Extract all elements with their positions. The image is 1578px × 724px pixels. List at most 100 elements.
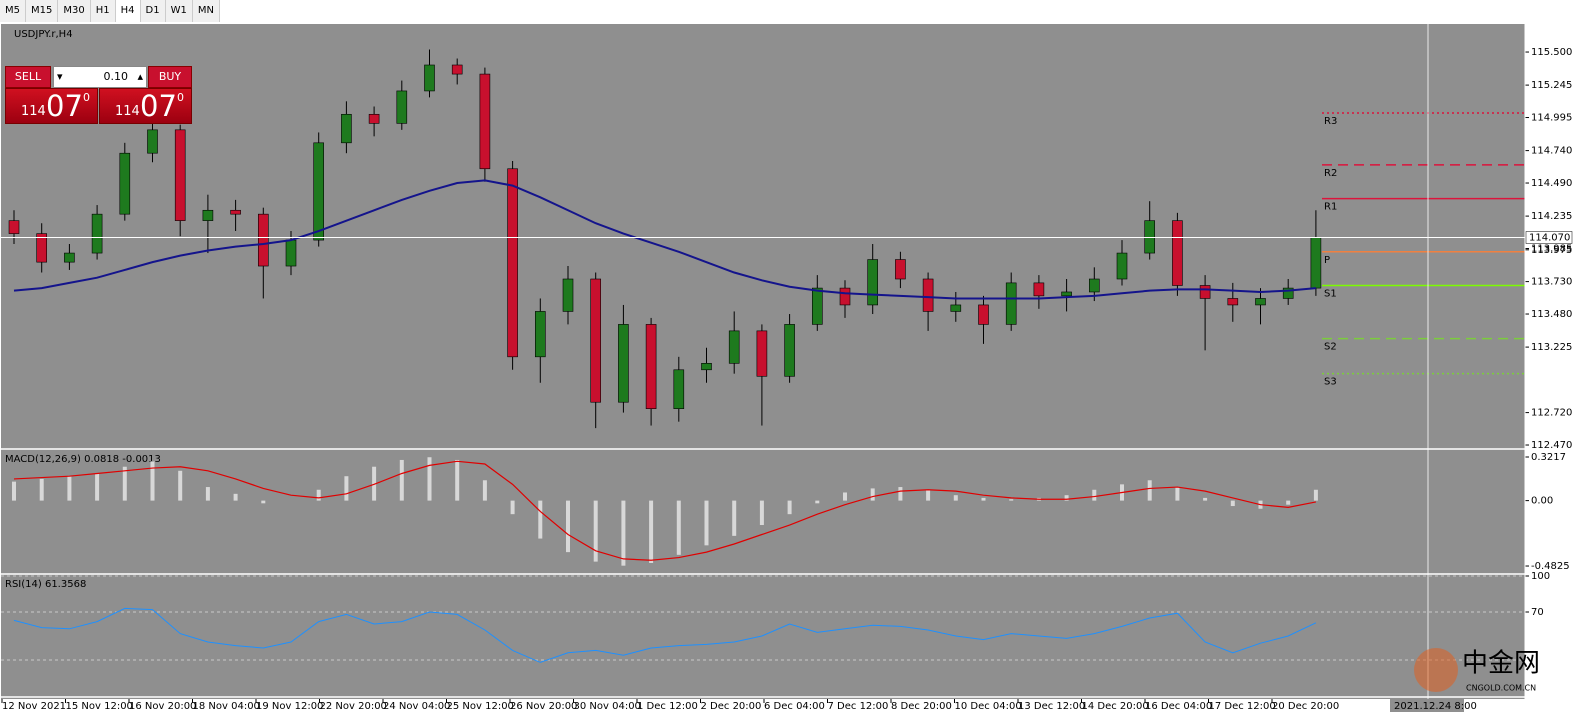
pivot-label: R1 (1324, 202, 1337, 213)
crosshair-label: 2021.12.24 8:00 (1394, 701, 1477, 712)
panel-title: MACD(12,26,9) 0.0818 -0.0013 (5, 454, 161, 465)
panel-title: USDJPY.r,H4 (14, 29, 73, 40)
candle-body (174, 129, 186, 221)
y-tick-label: 114.235 (1531, 211, 1572, 222)
candle-body (645, 324, 657, 410)
timeframe-button[interactable]: M15 (26, 0, 59, 22)
x-tick-label: 7 Dec 12:00 (828, 701, 889, 712)
timeframe-button[interactable]: MN (193, 0, 220, 22)
candle-body (285, 239, 297, 267)
timeframe-button[interactable]: D1 (141, 0, 166, 22)
price-pips: 07 (140, 89, 177, 123)
macd-bar (981, 497, 986, 501)
macd-bar (566, 500, 570, 553)
y-tick-label: 113.985 (1531, 244, 1572, 255)
candle-body (507, 168, 518, 358)
x-tick-label: 16 Nov 20:00 (129, 701, 196, 712)
timeframe-toolbar: M5 M15 M30 H1 H4 D1 W1 MN (0, 0, 220, 23)
candle-body (202, 209, 214, 221)
macd-bar (455, 459, 460, 501)
macd-bar (233, 493, 238, 501)
timeframe-button[interactable]: M30 (58, 0, 91, 22)
watermark-name: 中金网 (1462, 649, 1540, 679)
macd-bar (1286, 500, 1291, 505)
macd-bar (621, 500, 626, 566)
candle-body (784, 324, 795, 377)
candle-body (867, 259, 879, 306)
candle-body (1005, 282, 1017, 325)
candle-body (811, 287, 823, 325)
macd-bar (1203, 497, 1208, 501)
candle-body (1227, 298, 1239, 306)
macd-bar (178, 470, 183, 501)
lot-input[interactable]: ▾ 0.10 ▴ (53, 66, 147, 88)
candle-body (1144, 220, 1155, 254)
macd-bar (316, 489, 321, 501)
candle-body (1255, 298, 1266, 306)
y-tick-label: 0.00 (1531, 496, 1553, 507)
macd-bar (427, 457, 432, 501)
sell-price[interactable]: 114 07 0 (5, 88, 98, 124)
macd-bar (1092, 489, 1097, 501)
candle-body (701, 363, 712, 371)
rsi-line (13, 607, 1317, 663)
y-tick-label: 0.3217 (1531, 452, 1566, 463)
y-tick-label: 114.995 (1531, 113, 1572, 124)
candle-body (673, 369, 685, 410)
macd-bar (261, 500, 266, 504)
candle-body (1310, 237, 1322, 289)
macd-bar (67, 476, 72, 501)
sell-button[interactable]: SELL (5, 66, 51, 88)
candle-body (64, 252, 75, 263)
y-tick-label: 114.490 (1531, 178, 1572, 189)
macd-bar (676, 500, 681, 555)
candle-body (1116, 252, 1128, 280)
macd-bar (704, 500, 709, 546)
y-tick-label: 70 (1531, 607, 1544, 618)
macd-bar (344, 476, 349, 501)
current-price-label: 114.070 (1529, 233, 1570, 244)
candle-body (257, 213, 269, 267)
x-tick-label: 10 Dec 04:00 (955, 701, 1022, 712)
y-tick-label: 115.500 (1531, 47, 1572, 58)
timeframe-button[interactable]: H1 (91, 0, 116, 22)
candle-body (1172, 220, 1183, 286)
pivot-label: R2 (1324, 168, 1337, 179)
x-tick-label: 2 Dec 20:00 (701, 701, 762, 712)
x-tick-label: 30 Nov 04:00 (574, 701, 641, 712)
macd-bar (759, 500, 764, 526)
price-big: 114 (115, 104, 140, 119)
y-tick-label: -0.4825 (1531, 561, 1570, 572)
candle-body (8, 220, 20, 234)
macd-bar (1175, 487, 1180, 501)
y-tick-label: 113.975 (1531, 245, 1572, 256)
panel-title: RSI(14) 61.3568 (5, 579, 86, 590)
timeframe-button[interactable]: W1 (166, 0, 193, 22)
buy-price[interactable]: 114 07 0 (99, 88, 192, 124)
buy-button[interactable]: BUY (148, 66, 192, 88)
candle-body (590, 278, 602, 403)
candle-body (1061, 291, 1072, 297)
x-tick-label: 1 Dec 12:00 (637, 701, 698, 712)
pivot-label: S1 (1324, 288, 1337, 299)
timeframe-button[interactable]: M5 (0, 0, 26, 22)
macd-bar (12, 481, 16, 501)
macd-bar (898, 487, 903, 501)
candle-body (950, 304, 962, 312)
x-tick-label: 26 Nov 20:00 (510, 701, 577, 712)
macd-bar (95, 473, 100, 501)
y-tick-label: 114.740 (1531, 146, 1572, 157)
candle-body (1089, 278, 1100, 293)
current-price-box (1525, 231, 1573, 244)
pivot-label: S2 (1324, 342, 1337, 353)
macd-bar (787, 500, 792, 515)
timeframe-button[interactable]: H4 (115, 0, 141, 22)
candle-body (922, 278, 934, 312)
chart: 115.500 115.245 114.995 114.740 114.490 114.2… (0, 22, 1578, 724)
candle-body (368, 113, 380, 124)
candle-body (839, 287, 851, 306)
macd-bar (953, 495, 958, 501)
candle-body (230, 209, 241, 215)
x-tick-label: 20 Dec 20:00 (1272, 701, 1339, 712)
